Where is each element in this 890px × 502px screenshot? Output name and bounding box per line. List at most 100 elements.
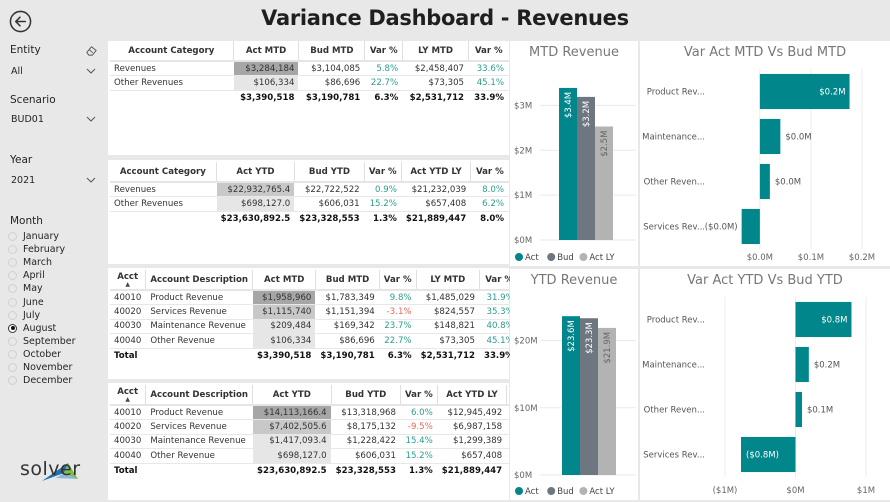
column-header[interactable]: Var % [364,41,404,62]
column-header[interactable]: Var % [364,162,402,183]
mtd-category-table-panel: Account Category Act MTD Bud MTD Var % LY MT… [108,41,509,155]
sort-ascending-icon[interactable]: ▲ [125,281,130,288]
table-cell: $606,031 [294,196,365,212]
month-option-november[interactable]: November [8,361,76,374]
data-label: ($0.8M) [746,451,779,461]
radio-button[interactable] [8,284,17,294]
month-option-july[interactable]: July [8,309,76,322]
entity-dropdown[interactable]: All [8,63,100,80]
total-row[interactable]: $3,390,518 $3,190,781 6.3% $2,531,712 33.9% [110,90,509,105]
month-option-june[interactable]: June [8,295,76,308]
radio-button[interactable] [8,258,17,268]
month-option-february[interactable]: February [8,243,76,256]
mtd-account-table-panel: Acct ▲ Account Description Act MTD Bud MTD Va… [108,268,519,379]
table-cell: $14,113,166.4 [252,405,332,420]
month-option-august[interactable]: August [8,322,76,335]
table-row[interactable]: Revenues $3,284,184 $3,104,085 5.8% $2,458,4… [110,61,509,76]
radio-button[interactable] [8,310,17,320]
column-header[interactable]: Act MTD [252,270,317,291]
column-header[interactable]: LY MTD [402,41,470,62]
month-option-september[interactable]: September [8,335,76,348]
month-option-march[interactable]: March [8,256,76,269]
radio-button[interactable] [8,336,17,346]
table-row[interactable]: 40040 Other Revenue $106,334 $86,696 22.7% $7… [110,333,519,349]
table-row[interactable]: 40030 Maintenance Revenue $1,417,093.4 $1,2… [110,434,557,449]
total-row[interactable]: $23,630,892.5 $23,328,553 1.3% $21,889,447 8… [110,211,509,226]
table-row[interactable]: 40040 Other Revenue $698,127.0 $606,031 15.2… [110,448,557,464]
column-header[interactable]: Acct ▲ [110,385,147,406]
table-row[interactable]: Other Revenues $106,334 $86,696 22.7% $73,30… [110,75,509,91]
sort-ascending-icon[interactable]: ▲ [125,396,130,403]
month-option-december[interactable]: December [8,374,76,387]
radio-button[interactable] [8,362,17,372]
column-header[interactable]: Bud YTD [331,385,401,406]
table-cell: $3,104,085 [298,61,366,76]
mtd-category-table: Account Category Act MTD Bud MTD Var % LY MT… [110,41,509,105]
table-cell: $6,987,158 [437,419,508,435]
radio-button[interactable] [8,232,17,242]
legend-marker [547,253,556,261]
legend-marker [579,487,588,495]
column-header[interactable]: Act YTD [216,162,296,183]
year-value: 2021 [11,175,36,186]
radio-button[interactable] [8,323,17,333]
month-option-april[interactable]: April [8,269,76,282]
table-row[interactable]: 40010 Product Revenue $1,958,960 $1,783,349… [110,290,519,305]
chart-title: MTD Revenue [529,45,619,60]
column-header[interactable]: Bud MTD [298,41,366,62]
table-row[interactable]: 40020 Services Revenue $1,115,740 $1,151,39… [110,304,519,320]
radio-button[interactable] [8,245,17,255]
table-row[interactable]: Revenues $22,932,765.4 $22,722,522 0.9% $21,… [110,182,509,197]
column-header[interactable]: Var % [479,270,519,291]
ytd-revenue-chart-panel: YTD Revenue $0M $10M $20M $23.6M $23.3M $21.9… [510,269,638,500]
column-header[interactable]: Act YTD LY [401,162,472,183]
year-dropdown[interactable]: 2021 [8,172,100,189]
table-row[interactable]: Other Revenues $698,127.0 $606,031 15.2% $65… [110,196,509,212]
table-row[interactable]: 40030 Maintenance Revenue $209,484 $169,342… [110,319,519,334]
total-row[interactable]: Total $3,390,518 $3,190,781 6.3% $2,531,712 3… [110,348,519,363]
column-header[interactable]: Account Description [145,385,254,406]
total-row[interactable]: Total $23,630,892.5 $23,328,553 1.3% $21,889… [110,463,557,478]
column-header[interactable]: Var % [470,162,509,183]
table-cell [110,90,234,105]
radio-button[interactable] [8,297,17,307]
radio-button[interactable] [8,349,17,359]
table-cell: Revenues [110,61,234,76]
eraser-icon[interactable] [85,44,98,57]
column-header[interactable]: Acct ▲ [110,270,147,291]
month-option-label: November [23,361,73,373]
column-header[interactable]: LY MTD [416,270,480,291]
column-header[interactable]: Var % [379,270,417,291]
column-header[interactable]: Var % [468,41,509,62]
column-header[interactable]: Bud YTD [294,162,365,183]
data-label: $0.2M [819,88,845,98]
table-cell: 15.2% [364,196,402,212]
table-cell: $73,305 [402,75,470,91]
data-label: $3.2M [582,101,592,127]
table-cell [110,211,217,226]
bar-3 [741,208,760,245]
column-header[interactable]: Bud MTD [315,270,380,291]
column-header[interactable]: Account Description [145,270,254,291]
month-option-may[interactable]: May [8,282,76,295]
scenario-dropdown[interactable]: BUD01 [8,111,100,128]
table-cell: $106,334 [233,75,300,91]
column-header[interactable]: Act MTD [233,41,300,62]
month-option-october[interactable]: October [8,348,76,361]
radio-button[interactable] [8,376,17,386]
table-cell: 40030 [110,434,147,449]
column-header[interactable]: Account Category [110,41,234,62]
column-header[interactable]: Var % [400,385,438,406]
table-cell: $3,390,518 [252,348,317,363]
month-option-january[interactable]: January [8,230,76,243]
table-cell: $2,531,712 [402,90,470,105]
column-header[interactable]: Account Category [110,162,217,183]
category-label: Other Reven... [644,406,705,416]
bar-1 [795,346,809,383]
column-header[interactable]: Act YTD [252,385,332,406]
radio-button[interactable] [8,271,17,281]
table-row[interactable]: 40010 Product Revenue $14,113,166.4 $13,318… [110,405,557,420]
table-row[interactable]: 40020 Services Revenue $7,402,505.6 $8,175,… [110,419,557,435]
back-arrow-circle-icon[interactable] [9,10,32,33]
column-header[interactable]: Act YTD LY [437,385,508,406]
